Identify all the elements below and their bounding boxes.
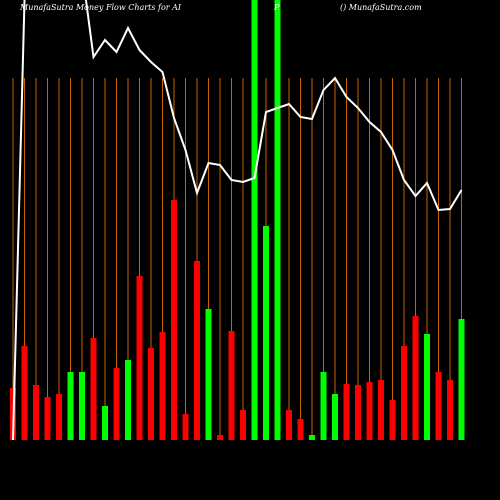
bar <box>21 346 28 440</box>
bar <box>251 0 258 440</box>
bar <box>389 400 396 440</box>
bar <box>205 309 212 440</box>
bar <box>194 261 200 440</box>
bar <box>217 435 223 440</box>
bar <box>435 372 442 440</box>
bar <box>228 331 235 440</box>
bar <box>240 410 246 440</box>
bar <box>366 382 373 440</box>
bar <box>102 406 108 440</box>
bar <box>458 319 465 440</box>
bars <box>10 0 465 440</box>
bar <box>401 346 407 440</box>
money-flow-line <box>84 0 463 212</box>
line-layer <box>12 0 463 440</box>
bar <box>343 384 350 440</box>
bar <box>320 372 327 440</box>
bar <box>309 435 315 440</box>
money-flow-line <box>12 0 26 440</box>
bar <box>424 334 430 440</box>
bar <box>297 419 304 440</box>
bar <box>67 372 74 440</box>
bar <box>332 394 338 440</box>
bar <box>33 385 39 440</box>
bar <box>136 276 143 440</box>
bar <box>263 226 269 440</box>
bar <box>159 332 166 440</box>
bar <box>182 414 189 440</box>
chart-title-mid: P <box>273 3 280 12</box>
chart-title-right: () MunafaSutra.com <box>340 3 422 12</box>
bar <box>90 338 97 440</box>
bar <box>412 316 419 440</box>
bar <box>148 348 154 440</box>
bar <box>56 394 62 440</box>
bar <box>286 410 292 440</box>
bar <box>378 380 384 440</box>
bar <box>125 360 131 440</box>
bar <box>447 380 453 440</box>
bar <box>79 372 85 440</box>
bar <box>113 368 120 440</box>
chart-title: MunafaSutra Money Flow Charts for AI <box>19 3 182 12</box>
bar <box>355 385 361 440</box>
bar <box>44 397 51 440</box>
bar <box>171 200 177 440</box>
bar <box>274 0 281 440</box>
